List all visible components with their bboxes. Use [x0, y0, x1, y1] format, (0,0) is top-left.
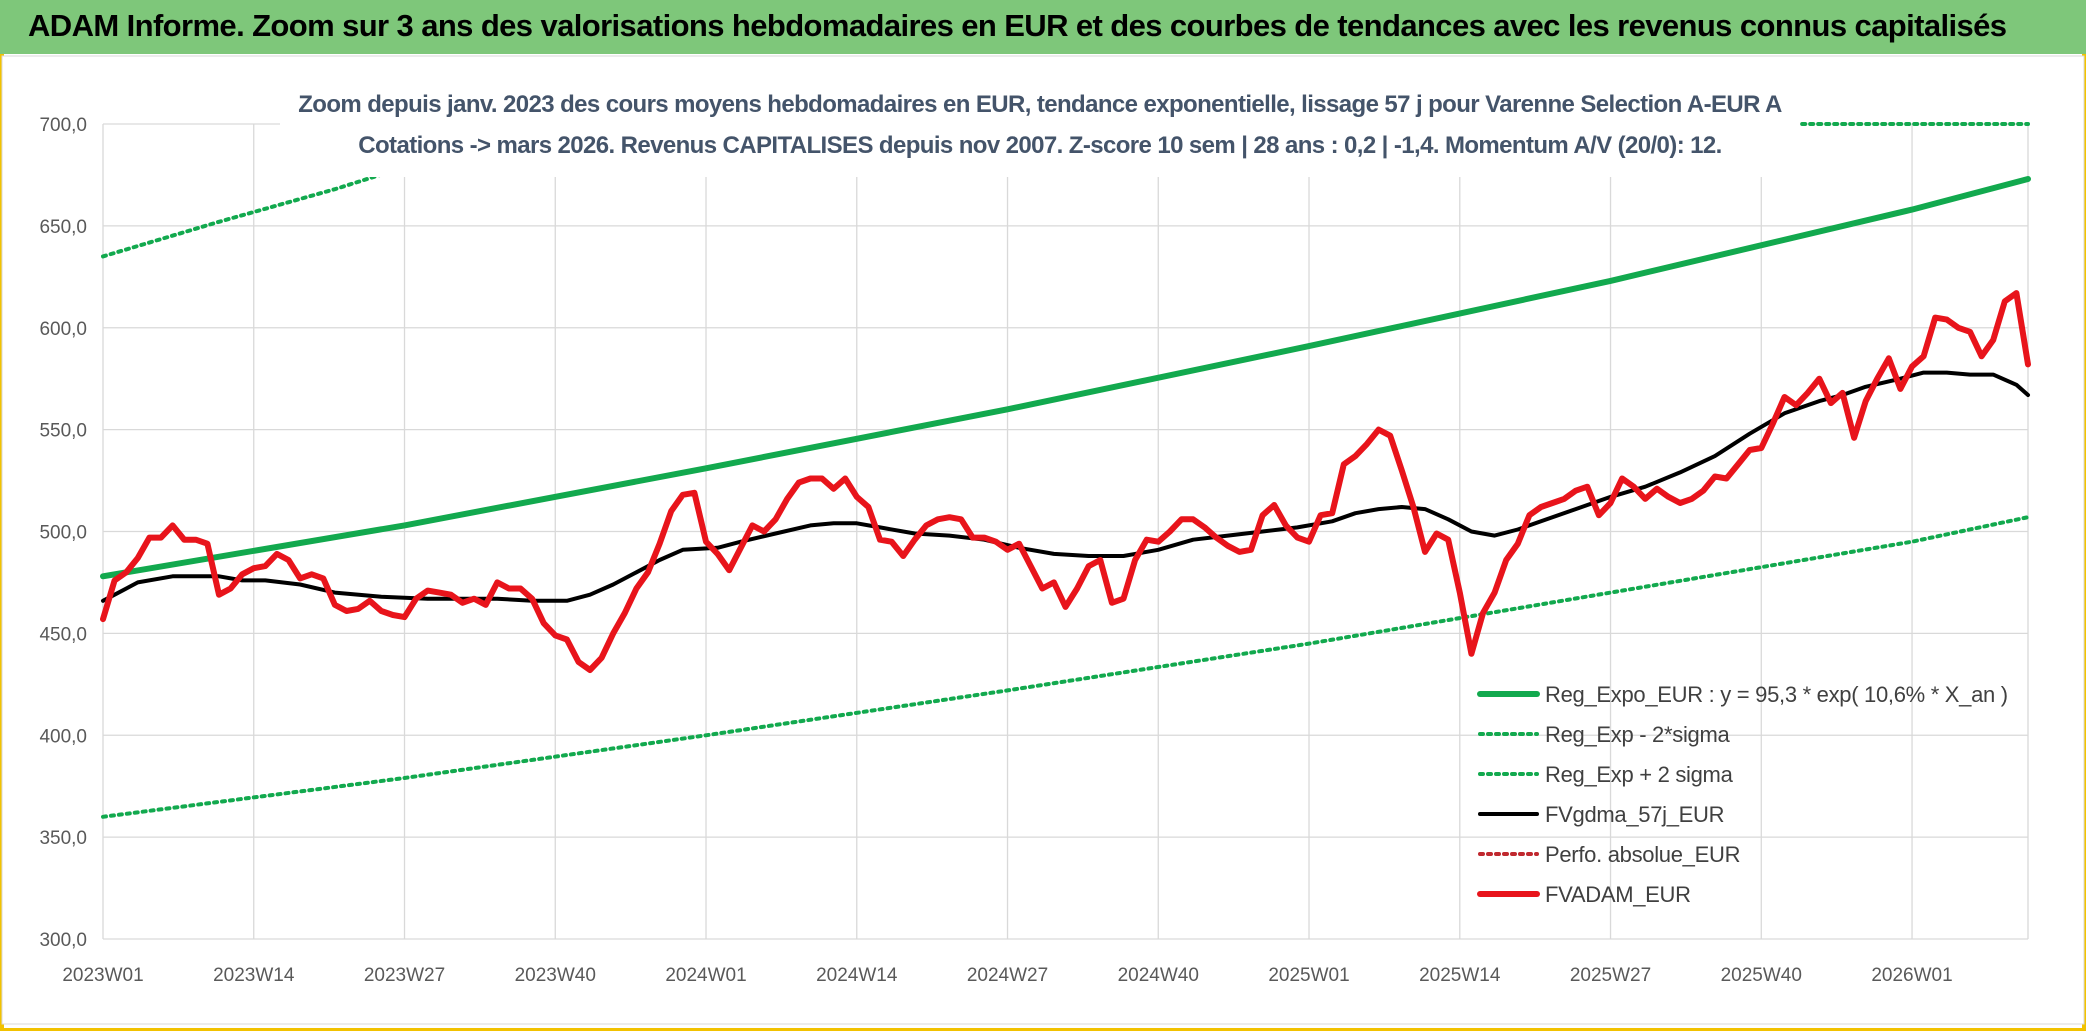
x-tick-label: 2024W27: [967, 965, 1048, 986]
series-layer: [100, 122, 2031, 819]
x-tick-label: 2024W40: [1118, 965, 1199, 986]
y-tick-label: 700,0: [39, 115, 87, 136]
chart: 300,0 350,0 400,0 450,0 500,0 550,0 600,0 650,0…: [1, 55, 2085, 1025]
y-tick-label: 300,0: [39, 930, 87, 951]
y-tick-label: 500,0: [39, 523, 87, 544]
x-tick-label: 2026W01: [1871, 965, 1952, 986]
legend-label: Perfo. absolue_EUR: [1545, 842, 1740, 867]
y-tick-label: 400,0: [39, 726, 87, 747]
series-line-reg-exp-2-sigma: [101, 515, 2030, 819]
y-tick-label: 650,0: [39, 217, 87, 238]
x-tick-label: 2023W14: [213, 965, 295, 986]
y-tick-label: 550,0: [39, 421, 87, 442]
frame-edge-bottom: [0, 1028, 2086, 1031]
banner-title: ADAM Informe. Zoom sur 3 ans des valoris…: [28, 8, 2007, 43]
x-tick-label: 2025W01: [1268, 965, 1349, 986]
x-tick-label: 2024W01: [665, 965, 746, 986]
y-tick-label: 350,0: [39, 828, 87, 849]
series-line-fvadam-eur: [100, 290, 2031, 673]
x-tick-label: 2023W27: [364, 965, 445, 986]
legend-label: Reg_Expo_EUR : y = 95,3 * exp( 10,6% * X…: [1545, 682, 2008, 707]
title-box: [280, 81, 1800, 177]
x-axis: 2023W01 2023W14 2023W27 2023W40 2024W01 2024W…: [62, 965, 1952, 986]
x-tick-label: 2023W01: [62, 965, 143, 986]
x-tick-label: 2024W14: [816, 965, 898, 986]
chart-title-line-2: Cotations -> mars 2026. Revenus CAPITALI…: [358, 132, 1721, 159]
chart-area: [1, 55, 2085, 1025]
x-tick-label: 2025W40: [1721, 965, 1802, 986]
series-line-reg-expo-eur-y-95-3-exp-10-6-x-an: [100, 176, 2031, 580]
banner: ADAM Informe. Zoom sur 3 ans des valoris…: [0, 0, 2086, 54]
legend: Reg_Expo_EUR : y = 95,3 * exp( 10,6% * X…: [1477, 682, 2008, 907]
x-tick-label: 2025W14: [1419, 965, 1501, 986]
x-tick-label: 2025W27: [1570, 965, 1651, 986]
legend-label: FVgdma_57j_EUR: [1545, 802, 1724, 827]
y-tick-label: 600,0: [39, 319, 87, 340]
y-axis: 300,0 350,0 400,0 450,0 500,0 550,0 600,0 650,0…: [39, 115, 87, 951]
legend-label: FVADAM_EUR: [1545, 882, 1691, 907]
legend-label: Reg_Exp - 2*sigma: [1545, 722, 1731, 747]
x-tick-label: 2023W40: [515, 965, 596, 986]
chart-title-line-1: Zoom depuis janv. 2023 des cours moyens …: [298, 91, 1782, 118]
y-tick-label: 450,0: [39, 624, 87, 645]
legend-label: Reg_Exp + 2 sigma: [1545, 762, 1734, 787]
